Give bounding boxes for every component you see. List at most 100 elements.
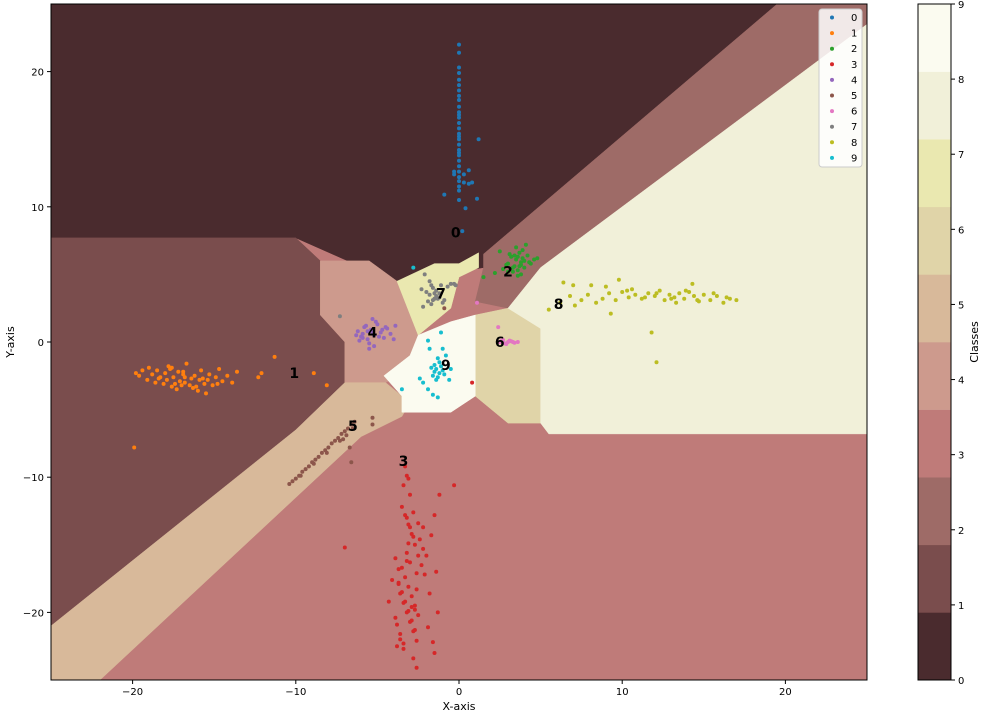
- data-point: [457, 71, 461, 75]
- data-point: [457, 65, 461, 70]
- data-point: [558, 300, 563, 305]
- data-point: [370, 330, 375, 335]
- data-point: [412, 542, 417, 547]
- data-point: [654, 360, 659, 365]
- data-point: [422, 272, 427, 277]
- data-point: [414, 665, 419, 670]
- data-point: [360, 335, 365, 340]
- data-point: [145, 377, 150, 382]
- data-point: [408, 560, 412, 565]
- data-point: [174, 387, 179, 392]
- legend-marker: [830, 124, 834, 129]
- data-point: [132, 445, 137, 450]
- legend-entry-8: 8: [851, 138, 857, 149]
- data-point: [329, 441, 334, 446]
- data-point: [430, 373, 435, 378]
- data-point: [347, 445, 352, 450]
- colorbar-tick-label: 9: [958, 0, 964, 11]
- data-point: [442, 372, 447, 377]
- data-point: [414, 587, 419, 592]
- data-point: [457, 83, 461, 88]
- data-point: [608, 311, 613, 316]
- cluster-label-4: 4: [368, 326, 378, 342]
- data-point: [365, 329, 370, 334]
- data-point: [466, 181, 471, 186]
- legend-marker: [830, 62, 834, 67]
- series-0: [442, 42, 481, 234]
- data-point: [445, 284, 450, 289]
- data-point: [199, 368, 204, 373]
- data-point: [457, 158, 461, 163]
- data-point: [461, 172, 466, 177]
- data-point: [672, 295, 677, 300]
- data-point: [507, 252, 512, 257]
- data-point: [432, 296, 437, 301]
- data-point: [306, 464, 311, 469]
- data-point: [256, 375, 261, 380]
- legend-marker: [830, 31, 834, 36]
- data-point: [404, 515, 409, 520]
- data-point: [409, 594, 414, 599]
- data-point: [532, 257, 537, 262]
- data-point: [690, 281, 695, 286]
- data-point: [519, 262, 523, 267]
- data-point: [457, 198, 461, 202]
- data-point: [633, 292, 638, 297]
- colorbar-band: [918, 139, 951, 208]
- data-point: [437, 492, 442, 497]
- colorbar-band: [918, 206, 951, 275]
- data-point: [662, 298, 667, 303]
- series-1: [132, 354, 329, 450]
- data-point: [457, 150, 461, 155]
- data-point: [421, 380, 426, 385]
- data-point: [421, 525, 426, 530]
- data-point: [370, 415, 375, 420]
- data-point: [235, 369, 239, 374]
- data-point: [677, 291, 682, 296]
- data-point: [457, 179, 461, 184]
- data-point: [272, 354, 277, 359]
- data-point: [440, 346, 445, 351]
- data-point: [177, 379, 182, 384]
- data-point: [391, 337, 396, 342]
- data-point: [153, 380, 158, 385]
- data-point: [692, 294, 696, 298]
- data-point: [169, 384, 174, 389]
- data-point: [217, 367, 222, 371]
- data-point: [481, 275, 486, 280]
- colorbar-band: [918, 409, 951, 478]
- data-point: [568, 294, 572, 298]
- data-point: [419, 563, 424, 568]
- data-point: [457, 112, 461, 117]
- series-6: [475, 300, 520, 346]
- data-point: [721, 300, 726, 305]
- data-point: [303, 467, 308, 472]
- data-point: [290, 479, 295, 484]
- x-tick-label: 0: [456, 687, 462, 698]
- data-point: [701, 292, 706, 297]
- legend-marker: [830, 46, 834, 51]
- data-point: [600, 296, 605, 301]
- data-point: [429, 365, 434, 370]
- data-point: [337, 314, 342, 319]
- data-point: [724, 295, 729, 300]
- data-point: [439, 364, 443, 369]
- decision-regions: [51, 4, 867, 680]
- data-point: [669, 296, 674, 301]
- colorbar-band: [918, 544, 951, 613]
- data-point: [682, 296, 687, 301]
- data-point: [683, 288, 688, 293]
- data-point: [346, 426, 350, 431]
- data-point: [519, 272, 523, 277]
- data-point: [457, 142, 461, 147]
- x-tick-label: 10: [616, 687, 629, 698]
- y-tick-label: −10: [23, 473, 44, 484]
- data-point: [510, 269, 515, 274]
- data-point: [504, 262, 509, 267]
- data-point: [525, 253, 530, 258]
- data-point: [432, 513, 437, 518]
- data-point: [179, 383, 184, 388]
- data-point: [657, 288, 662, 293]
- data-point: [475, 300, 479, 305]
- data-point: [426, 387, 430, 392]
